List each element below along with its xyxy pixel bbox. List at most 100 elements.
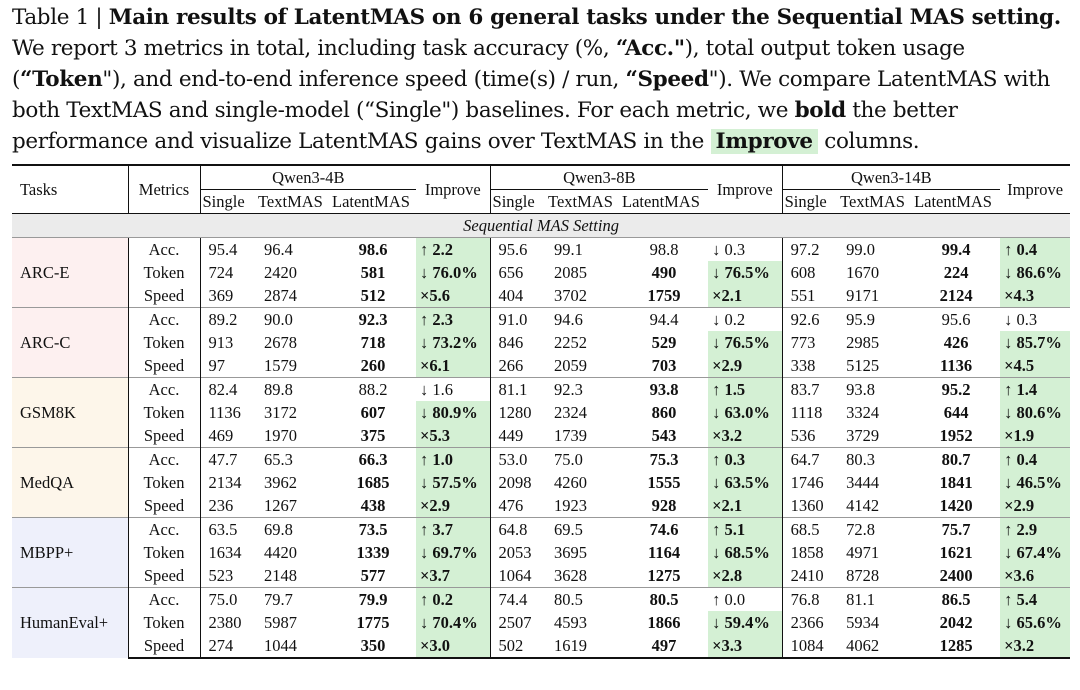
- single-value: 63.5: [200, 517, 256, 541]
- improve-value: ×2.9: [708, 354, 783, 378]
- single-value: 449: [498, 425, 524, 445]
- table-row: Speed 274 1044 350 ×3.0 502 1619 497 ×3.3 1084 406…: [12, 634, 1071, 659]
- latentmas-value: 75.7: [912, 517, 1001, 541]
- single-value: 1064: [498, 565, 532, 585]
- textmas-value: 3444: [846, 472, 880, 492]
- textmas-value: 1670: [846, 262, 880, 282]
- textmas-value: 81.1: [838, 587, 913, 611]
- improve-value: ↓ 63.5%: [708, 471, 783, 494]
- header-tasks: Tasks: [12, 164, 129, 214]
- header-sub: Single: [490, 189, 547, 214]
- single-value: 64.7: [782, 447, 839, 471]
- single-value: 2507: [498, 612, 532, 632]
- single-value: 1084: [782, 634, 839, 659]
- header-sub: Single: [782, 189, 839, 214]
- single-value: 97.2: [790, 239, 820, 259]
- single-value: 551: [790, 285, 816, 305]
- latentmas-value: 75.3: [620, 447, 709, 471]
- task-name: GSM8K: [12, 377, 129, 448]
- latentmas-value: 86.5: [912, 587, 1001, 611]
- table-row: HumanEval+ Acc. 75.0 79.7 79.9 ↑ 0.2 74.4 80.5 8…: [12, 587, 1071, 658]
- improve-value: ×3.0: [416, 634, 491, 659]
- textmas-value: 3628: [554, 565, 588, 585]
- improve-value: ↓ 69.7%: [416, 541, 491, 564]
- table-row: Token 2134 3962 1685 ↓ 57.5% 2098 4260 1555 ↓ 63…: [12, 471, 1071, 494]
- textmas-value: 93.8: [838, 377, 913, 401]
- textmas-value: 1970: [264, 425, 297, 445]
- caption-text: "). We compare LatentMAS with both TextM…: [12, 67, 1050, 123]
- textmas-value: 2252: [554, 332, 588, 352]
- header-sub: Single: [200, 189, 256, 214]
- table-row: Speed 97 1579 260 ×6.1 266 2059 703 ×2.9 338 5125 1…: [12, 354, 1071, 378]
- latentmas-value: 95.6: [912, 307, 1001, 331]
- latentmas-value: 543: [651, 425, 677, 445]
- textmas-value: 5934: [846, 612, 880, 632]
- improve-value: ↓ 0.3: [1000, 307, 1071, 331]
- textmas-value: 2324: [554, 402, 588, 422]
- header-sub: TextMAS: [546, 189, 621, 214]
- single-value: 1136: [208, 402, 241, 422]
- latentmas-value: 350: [330, 634, 417, 659]
- table-row: GSM8K Acc. 82.4 89.8 88.2 ↓ 1.6 81.1 92.3 93.8 ↑ …: [12, 377, 1071, 448]
- textmas-value: 3695: [554, 542, 588, 562]
- caption-bold-word: bold: [794, 98, 847, 123]
- improve-value: ×6.1: [416, 354, 491, 378]
- single-value: 2134: [208, 472, 242, 492]
- textmas-value: 1579: [264, 355, 297, 375]
- latentmas-value: 1621: [939, 542, 973, 562]
- textmas-value: 4260: [554, 472, 588, 492]
- table-row: Token 1136 3172 607 ↓ 80.9% 1280 2324 860 ↓ 63.0…: [12, 401, 1071, 424]
- improve-value: ↑ 1.5: [708, 377, 783, 401]
- textmas-value: 69.8: [256, 517, 330, 541]
- improve-value: ↓ 70.4%: [416, 611, 491, 634]
- textmas-value: 2678: [264, 332, 297, 352]
- textmas-value: 2059: [554, 355, 588, 375]
- improve-value: ↓ 65.6%: [1000, 611, 1071, 634]
- latentmas-value: 1339: [356, 542, 390, 562]
- improve-value: ×3.6: [1000, 564, 1071, 588]
- task-name: MedQA: [12, 447, 129, 518]
- latentmas-value: 94.4: [620, 307, 709, 331]
- single-value: 1360: [790, 495, 824, 515]
- textmas-value: 96.4: [264, 239, 293, 259]
- single-value: 53.0: [490, 447, 547, 471]
- metric-name: Acc.: [128, 517, 201, 541]
- caption-acc: “Acc.": [615, 36, 685, 61]
- improve-value: ×4.3: [1000, 284, 1071, 308]
- improve-value: ↑ 5.4: [1000, 587, 1071, 611]
- textmas-value: 1923: [554, 495, 588, 515]
- latentmas-value: 1759: [647, 285, 681, 305]
- single-value: 75.0: [200, 587, 256, 611]
- textmas-value: 72.8: [838, 517, 913, 541]
- table-row: MBPP+ Acc. 63.5 69.8 73.5 ↑ 3.7 64.8 69.5 74.6 ↑ …: [12, 517, 1071, 588]
- textmas-value: 1619: [546, 634, 621, 659]
- textmas-value: 94.6: [546, 307, 621, 331]
- textmas-value: 5125: [846, 355, 880, 375]
- table-row: ARC-E Acc. 95.4 96.4 98.6 ↑ 2.2 95.6 99.1 98.8 ↓ …: [12, 237, 1071, 308]
- improve-value: ↑ 0.4: [1000, 447, 1071, 471]
- improve-value: ↑ 0.0: [708, 587, 783, 611]
- single-value: 91.0: [490, 307, 547, 331]
- table-row: Token 2380 5987 1775 ↓ 70.4% 2507 4593 1866 ↓ 59…: [12, 611, 1071, 634]
- caption-title: Main results of LatentMAS on 6 general t…: [108, 5, 1061, 30]
- metric-name: Acc.: [128, 377, 201, 401]
- table-caption: Table 1 | Main results of LatentMAS on 6…: [12, 2, 1070, 157]
- improve-value: ↓ 67.4%: [1000, 541, 1071, 564]
- single-value: 74.4: [490, 587, 547, 611]
- textmas-value: 3172: [264, 402, 297, 422]
- improve-value: ↑ 1.4: [1000, 377, 1071, 401]
- metric-name: Acc.: [128, 587, 201, 611]
- textmas-value: 9171: [846, 285, 880, 305]
- textmas-value: 75.0: [546, 447, 621, 471]
- latentmas-value: 928: [651, 495, 677, 515]
- textmas-value: 99.0: [846, 239, 875, 259]
- latentmas-value: 2124: [939, 285, 973, 305]
- improve-value: ×3.3: [708, 634, 783, 659]
- textmas-value: 90.0: [256, 307, 330, 331]
- textmas-value: 4420: [264, 542, 297, 562]
- latentmas-value: 512: [360, 285, 386, 305]
- single-value: 68.5: [782, 517, 839, 541]
- single-value: 369: [208, 285, 234, 305]
- single-value: 773: [790, 332, 816, 352]
- improve-value: ↓ 1.6: [416, 377, 491, 401]
